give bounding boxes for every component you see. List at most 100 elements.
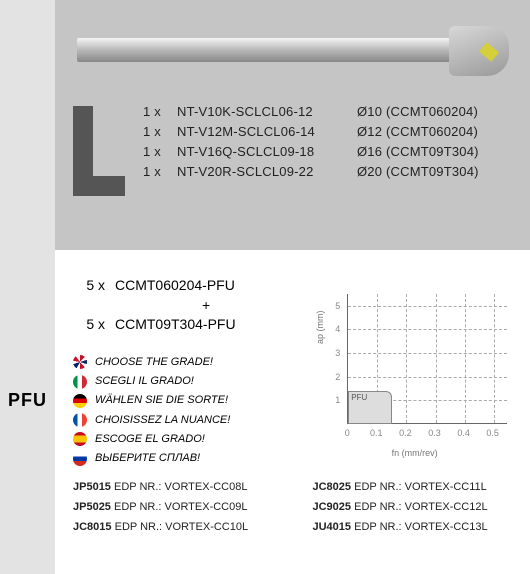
chart-xlabel: fn (mm/rev) <box>317 448 512 458</box>
holder-dim: Ø12 (CCMT060204) <box>357 122 507 142</box>
grade-text: SCEGLI IL GRADO! <box>95 372 194 391</box>
edp-code: JC8025 <box>313 481 352 493</box>
direction-block: 1 xNT-V10K-SCLCL06-12Ø10 (CCMT060204)1 x… <box>73 102 512 196</box>
edp-code: JU4015 <box>313 521 352 533</box>
insert-line: 5 x CCMT060204-PFU <box>77 276 287 296</box>
flag-icon <box>73 432 87 446</box>
chart-series-box: PFU <box>348 391 392 424</box>
edp-val: VORTEX-CC08L <box>165 481 248 493</box>
edp-val: VORTEX-CC09L <box>165 501 248 513</box>
insert-qty: 5 x <box>77 315 105 335</box>
edp-label: EDP NR.: <box>354 521 401 533</box>
grade-row: ESCOGE EL GRADO! <box>73 430 287 449</box>
chart-xtick: 0.2 <box>399 428 412 438</box>
grade-row: ВЫБЕРИТЕ СПЛАВ! <box>73 449 287 468</box>
edp-row: JU4015 EDP NR.: VORTEX-CC13L <box>313 518 513 538</box>
insert-line: 5 x CCMT09T304-PFU <box>77 315 287 335</box>
inserts-left: 5 x CCMT060204-PFU + 5 x CCMT09T304-PFU … <box>73 276 287 468</box>
chart-ylabel: ap (mm) <box>315 311 325 345</box>
edp-val: VORTEX-CC10L <box>165 521 248 533</box>
grade-text: ВЫБЕРИТЕ СПЛАВ! <box>95 449 200 468</box>
sidebar: PFU <box>0 0 55 574</box>
bottom-section: 5 x CCMT060204-PFU + 5 x CCMT09T304-PFU … <box>55 250 530 574</box>
flag-icon <box>73 355 87 369</box>
insert-pn: CCMT060204-PFU <box>115 276 235 296</box>
tool-illustration <box>77 22 509 78</box>
insert-qty: 5 x <box>77 276 105 296</box>
chart-ytick: 4 <box>335 324 340 334</box>
edp-table: JP5015 EDP NR.: VORTEX-CC08LJP5025 EDP N… <box>73 478 512 537</box>
grade-row: SCEGLI IL GRADO! <box>73 372 287 391</box>
chart-xtick: 0.4 <box>457 428 470 438</box>
holder-row: 1 xNT-V16Q-SCLCL09-18Ø16 (CCMT09T304) <box>135 142 507 162</box>
holder-dim: Ø10 (CCMT060204) <box>357 102 507 122</box>
tool-bar-body <box>77 38 467 62</box>
edp-val: VORTEX-CC11L <box>405 481 487 493</box>
holder-row: 1 xNT-V20R-SCLCL09-22Ø20 (CCMT09T304) <box>135 162 507 182</box>
chart-ytick: 5 <box>335 301 340 311</box>
sidebar-label: PFU <box>0 390 55 411</box>
edp-code: JP5025 <box>73 501 111 513</box>
grade-row: CHOISISSEZ LA NUANCE! <box>73 411 287 430</box>
edp-row: JP5025 EDP NR.: VORTEX-CC09L <box>73 498 273 518</box>
chart-xtick: 0 <box>345 428 350 438</box>
holder-qty: 1 x <box>135 162 169 182</box>
insert-pn: CCMT09T304-PFU <box>115 315 236 335</box>
grade-row: WÄHLEN SIE DIE SORTE! <box>73 391 287 410</box>
chart-ytick: 1 <box>335 395 340 405</box>
grade-text: CHOISISSEZ LA NUANCE! <box>95 411 230 430</box>
flag-icon <box>73 452 87 466</box>
flag-icon <box>73 375 87 389</box>
flag-icon <box>73 394 87 408</box>
tool-insert-icon <box>479 42 499 61</box>
holder-qty: 1 x <box>135 142 169 162</box>
tool-bar-head <box>449 26 509 76</box>
holder-table: 1 xNT-V10K-SCLCL06-12Ø10 (CCMT060204)1 x… <box>135 102 507 183</box>
edp-row: JC8015 EDP NR.: VORTEX-CC10L <box>73 518 273 538</box>
edp-label: EDP NR.: <box>354 481 401 493</box>
edp-val: VORTEX-CC13L <box>405 521 488 533</box>
grade-list: CHOOSE THE GRADE!SCEGLI IL GRADO!WÄHLEN … <box>73 353 287 469</box>
edp-row: JC9025 EDP NR.: VORTEX-CC12L <box>313 498 513 518</box>
holder-pn: NT-V16Q-SCLCL09-18 <box>169 142 357 162</box>
holder-qty: 1 x <box>135 122 169 142</box>
edp-col-right: JC8025 EDP NR.: VORTEX-CC11LJC9025 EDP N… <box>313 478 513 537</box>
chart-xtick: 0.5 <box>486 428 499 438</box>
chart-plot: PFU <box>347 294 507 424</box>
holder-qty: 1 x <box>135 102 169 122</box>
insert-lines: 5 x CCMT060204-PFU + 5 x CCMT09T304-PFU <box>73 276 287 335</box>
holder-row: 1 xNT-V10K-SCLCL06-12Ø10 (CCMT060204) <box>135 102 507 122</box>
edp-label: EDP NR.: <box>114 501 161 513</box>
edp-label: EDP NR.: <box>114 481 161 493</box>
grade-text: CHOOSE THE GRADE! <box>95 353 213 372</box>
chart-ytick: 2 <box>335 372 340 382</box>
edp-row: JP5015 EDP NR.: VORTEX-CC08L <box>73 478 273 498</box>
grade-text: ESCOGE EL GRADO! <box>95 430 205 449</box>
grade-row: CHOOSE THE GRADE! <box>73 353 287 372</box>
edp-label: EDP NR.: <box>354 501 401 513</box>
chart-xtick: 0.1 <box>370 428 383 438</box>
edp-col-left: JP5015 EDP NR.: VORTEX-CC08LJP5025 EDP N… <box>73 478 273 537</box>
L-icon <box>73 106 125 196</box>
holder-pn: NT-V10K-SCLCL06-12 <box>169 102 357 122</box>
holder-dim: Ø20 (CCMT09T304) <box>357 162 507 182</box>
edp-val: VORTEX-CC12L <box>405 501 488 513</box>
holder-pn: NT-V20R-SCLCL09-22 <box>169 162 357 182</box>
chart: ap (mm) PFU fn (mm/rev) 12345 00.10.20.3… <box>317 294 512 454</box>
inserts-row: 5 x CCMT060204-PFU + 5 x CCMT09T304-PFU … <box>73 276 512 468</box>
holder-row: 1 xNT-V12M-SCLCL06-14Ø12 (CCMT060204) <box>135 122 507 142</box>
edp-code: JC8015 <box>73 521 112 533</box>
top-section: 1 xNT-V10K-SCLCL06-12Ø10 (CCMT060204)1 x… <box>55 0 530 250</box>
chart-ytick: 3 <box>335 348 340 358</box>
edp-code: JC9025 <box>313 501 352 513</box>
holder-dim: Ø16 (CCMT09T304) <box>357 142 507 162</box>
edp-row: JC8025 EDP NR.: VORTEX-CC11L <box>313 478 513 498</box>
edp-code: JP5015 <box>73 481 111 493</box>
flag-icon <box>73 413 87 427</box>
insert-plus: + <box>77 296 287 316</box>
grade-text: WÄHLEN SIE DIE SORTE! <box>95 391 228 410</box>
holder-pn: NT-V12M-SCLCL06-14 <box>169 122 357 142</box>
chart-xtick: 0.3 <box>428 428 441 438</box>
page: PFU 1 xNT-V10K-SCLCL06-12Ø10 (CCMT060204… <box>0 0 530 574</box>
edp-label: EDP NR.: <box>115 521 162 533</box>
